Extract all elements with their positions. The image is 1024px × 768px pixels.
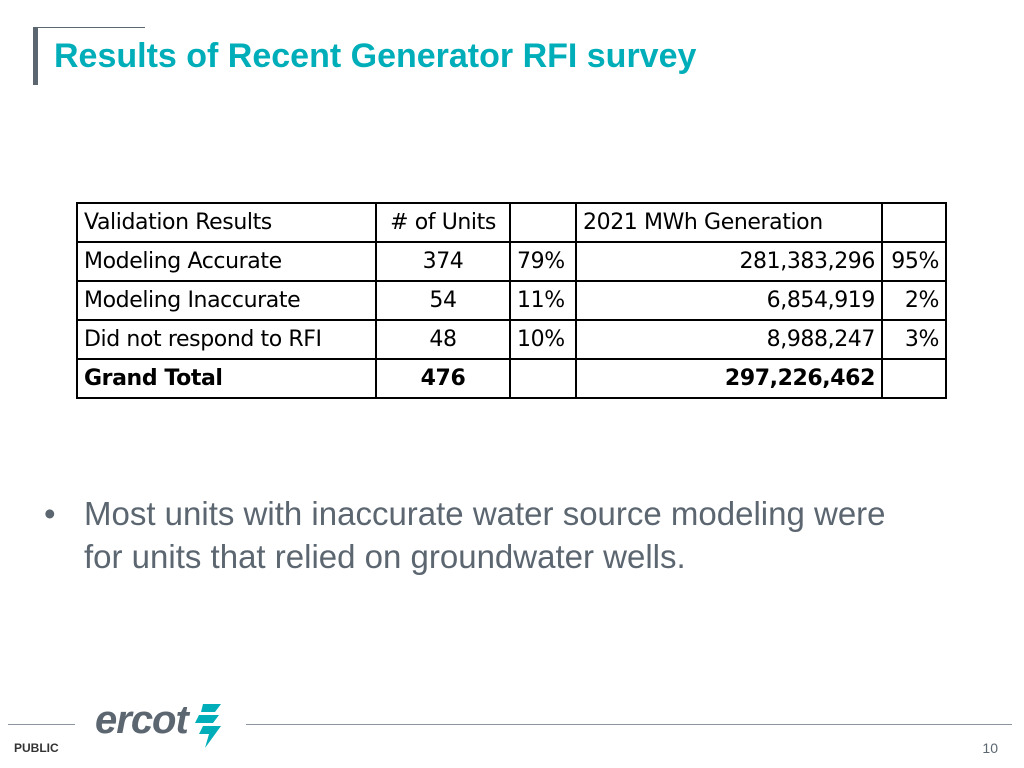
table-cell: Modeling Inaccurate (76, 280, 377, 321)
table-cell: 8,988,247 (575, 319, 883, 360)
table-cell: 3% (881, 319, 947, 360)
header-cell: Validation Results (76, 202, 377, 243)
title-rule (33, 27, 145, 28)
footer-divider-left (8, 724, 75, 725)
slide-title: Results of Recent Generator RFI survey (54, 37, 697, 75)
results-table: Validation Results # of Units 2021 MWh G… (76, 202, 947, 399)
table-cell: 2% (881, 280, 947, 321)
table-cell: 374 (375, 241, 511, 282)
table-cell: 79% (509, 241, 577, 282)
table-row: Modeling Inaccurate 54 11% 6,854,919 2% (76, 280, 947, 321)
table-header-row: Validation Results # of Units 2021 MWh G… (76, 202, 947, 243)
table-cell: 54 (375, 280, 511, 321)
table-cell: 6,854,919 (575, 280, 883, 321)
header-cell (509, 202, 577, 243)
header-cell: 2021 MWh Generation (575, 202, 883, 243)
table-row: Modeling Accurate 374 79% 281,383,296 95… (76, 241, 947, 282)
table-cell: 48 (375, 319, 511, 360)
total-cell: 297,226,462 (575, 358, 883, 399)
header-cell (881, 202, 947, 243)
bullet-item: Most units with inaccurate water source … (84, 495, 886, 575)
title-accent-bar (33, 27, 38, 85)
total-cell: 476 (375, 358, 511, 399)
total-cell (509, 358, 577, 399)
table-total-row: Grand Total 476 297,226,462 (76, 358, 947, 399)
footer-divider-right (246, 724, 1012, 725)
header-cell: # of Units (375, 202, 511, 243)
page-number: 10 (982, 740, 998, 756)
table-cell: 95% (881, 241, 947, 282)
classification-label: PUBLIC (14, 741, 59, 755)
table-cell: 10% (509, 319, 577, 360)
bullet-marker: • (44, 495, 56, 532)
total-cell: Grand Total (76, 358, 377, 399)
total-cell (881, 358, 947, 399)
table-cell: Modeling Accurate (76, 241, 377, 282)
lightning-star-icon (195, 704, 221, 748)
table-cell: 281,383,296 (575, 241, 883, 282)
ercot-logo: ercot (95, 698, 235, 754)
table-cell: 11% (509, 280, 577, 321)
logo-wordmark: ercot (95, 698, 189, 742)
table-cell: Did not respond to RFI (76, 319, 377, 360)
table-row: Did not respond to RFI 48 10% 8,988,247 … (76, 319, 947, 360)
